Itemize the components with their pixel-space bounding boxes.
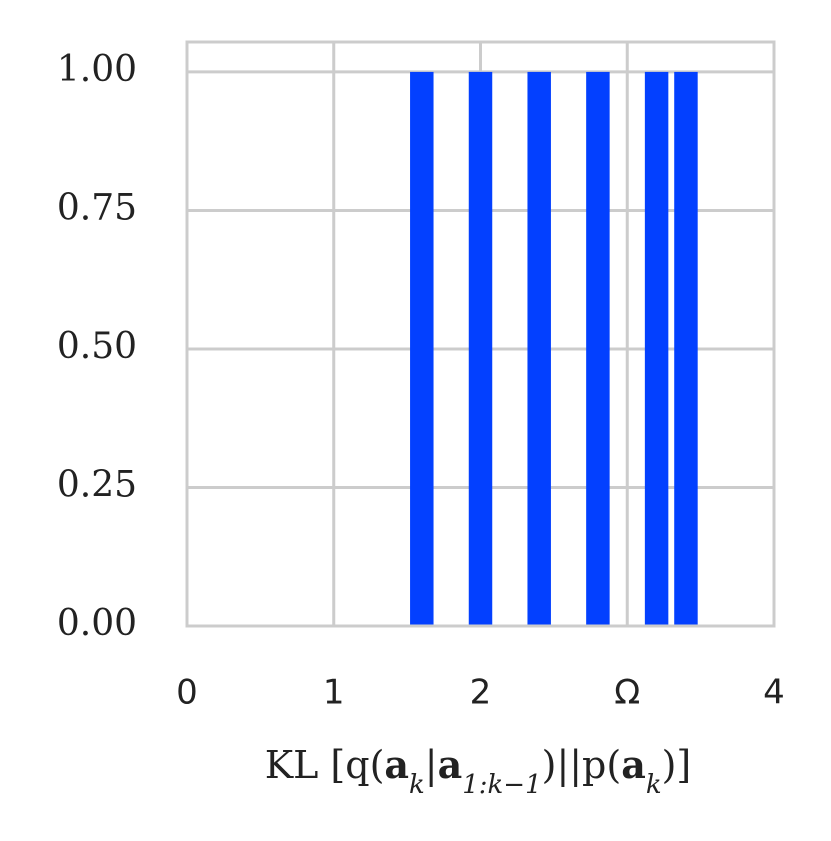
x-axis-label-part: )||p( — [542, 743, 622, 787]
y-tick-label: 0.25 — [57, 464, 137, 505]
x-axis-label-part: a — [621, 742, 646, 787]
x-axis-label-part: | — [425, 743, 438, 787]
x-axis-label: KL [q(ak|a1:k−1)||p(ak)] — [265, 742, 692, 800]
x-axis-label-part: )] — [662, 743, 692, 787]
axes-frame — [185, 40, 776, 628]
x-axis-label-part: a — [438, 742, 463, 787]
bar — [644, 71, 669, 627]
x-axis-label-part: a — [384, 742, 409, 787]
bar — [468, 71, 493, 627]
y-tick-label: 0.00 — [57, 603, 137, 644]
bar — [586, 71, 610, 627]
y-tick-label: 0.75 — [57, 187, 137, 228]
x-tick-label: 4 — [763, 673, 785, 713]
x-axis-label-part: k — [409, 770, 425, 800]
x-axis-label-part: KL [q( — [265, 743, 385, 787]
x-axis-label-part: k — [646, 770, 662, 800]
x-axis-label-part: 1:k−1 — [462, 770, 541, 800]
bar — [410, 71, 434, 627]
bar — [674, 71, 698, 627]
y-tick-label: 0.50 — [57, 326, 137, 367]
x-tick-label: Ω — [614, 673, 640, 713]
y-tick-label: 1.00 — [57, 49, 137, 90]
x-tick-label: 0 — [176, 673, 198, 713]
x-tick-label: 2 — [470, 673, 492, 713]
x-tick-label: 1 — [323, 673, 345, 713]
bar — [527, 71, 551, 627]
